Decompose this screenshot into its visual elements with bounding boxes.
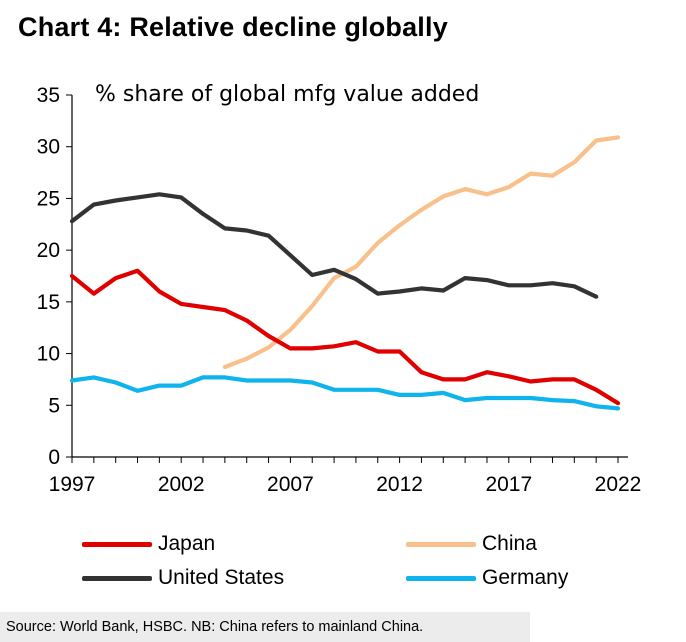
x-tick-label: 1997 (49, 473, 96, 496)
source-note: Source: World Bank, HSBC. NB: China refe… (0, 612, 530, 642)
legend-swatch-china (406, 541, 476, 547)
legend-label-japan: Japan (158, 532, 216, 555)
legend-swatch-japan (82, 541, 152, 547)
legend-item-china: China (406, 532, 537, 556)
y-tick-label: 10 (37, 343, 60, 366)
y-tick-label: 30 (37, 136, 60, 159)
legend: Japan China United States Germany (0, 528, 686, 598)
y-tick-label: 25 (37, 187, 60, 210)
legend-item-japan: Japan (82, 532, 215, 556)
x-tick-label: 2017 (485, 473, 532, 496)
chart-axes: 0 5 10 15 20 25 30 35 1997 2002 2007 2012 2017 2022 (37, 84, 642, 496)
legend-item-united-states: United States (82, 566, 284, 590)
x-tick-label: 2002 (158, 473, 205, 496)
y-tick-label: 5 (48, 394, 60, 417)
x-tick-label: 2012 (376, 473, 423, 496)
chart-series-lines (69, 135, 621, 411)
legend-label-germany: Germany (482, 566, 569, 589)
series-line-germany (69, 375, 621, 411)
x-tick-label: 2022 (595, 473, 642, 496)
legend-swatch-united-states (82, 575, 152, 581)
line-chart: 0 5 10 15 20 25 30 35 1997 2002 2007 2012 2017 2022 %… (37, 82, 642, 496)
y-tick-label: 35 (37, 84, 60, 107)
chart-subtitle: % share of global mfg value added (95, 82, 479, 107)
series-line-china (222, 135, 621, 370)
series-line-united-states (69, 192, 599, 299)
legend-label-china: China (482, 532, 537, 555)
legend-swatch-germany (406, 575, 476, 581)
chart-title: Chart 4: Relative decline globally (18, 12, 448, 42)
series-line-japan (69, 268, 621, 406)
y-tick-label: 20 (37, 239, 60, 262)
x-tick-label: 2007 (267, 473, 314, 496)
y-tick-label: 0 (48, 446, 60, 469)
legend-item-germany: Germany (406, 566, 568, 590)
y-tick-label: 15 (37, 291, 60, 314)
legend-label-united-states: United States (158, 566, 285, 589)
